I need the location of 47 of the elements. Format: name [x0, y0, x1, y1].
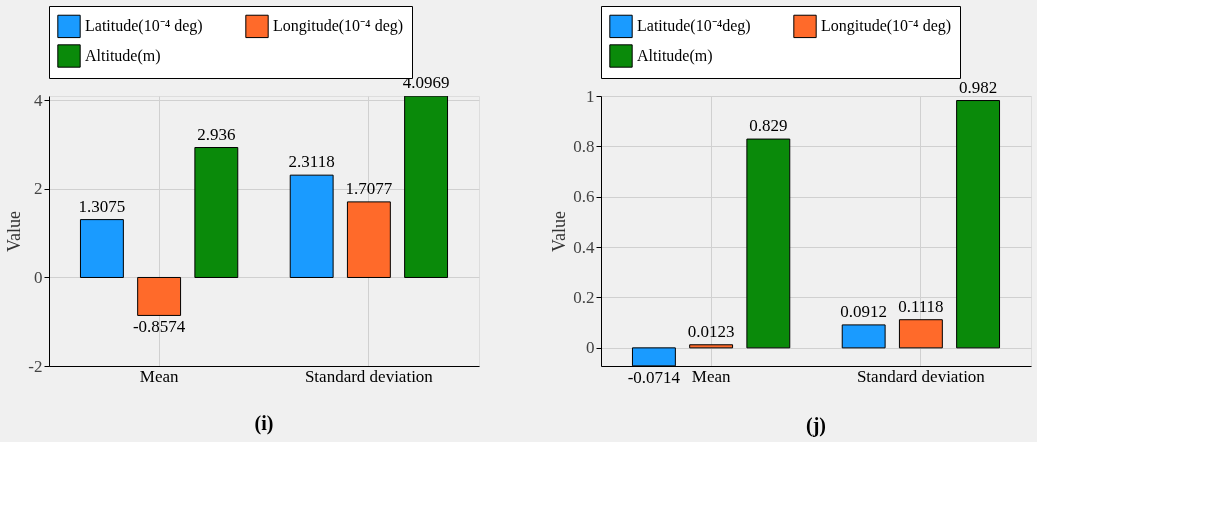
- x-tick-label: Mean: [139, 366, 179, 386]
- y-tick-label: -2: [28, 356, 43, 376]
- x-tick-label: Standard deviation: [304, 366, 434, 386]
- y-tick-label: 1: [586, 86, 595, 106]
- data-label: 4.0969: [402, 73, 450, 93]
- y-tick-label: 0: [34, 267, 43, 287]
- bar: [746, 138, 791, 349]
- legend-label: Longitude(10⁻⁴ deg): [821, 17, 952, 36]
- y-tick-label: 4: [34, 90, 43, 110]
- data-label: 2.3118: [288, 152, 335, 172]
- data-label: 1.7077: [345, 178, 393, 198]
- text: (j): [806, 413, 826, 437]
- y-tick-label: 0: [586, 338, 595, 358]
- bar: [841, 324, 886, 349]
- bar: [898, 319, 943, 349]
- y-tick-label: 0.2: [573, 287, 595, 307]
- bar: [194, 147, 239, 278]
- legend-label: Latitude(10⁻⁴deg): [637, 17, 751, 36]
- legend-label: Longitude(10⁻⁴ deg): [273, 17, 404, 36]
- data-label: 2.936: [197, 124, 236, 144]
- data-label: 0.829: [749, 116, 788, 136]
- bar: [79, 219, 124, 278]
- data-label: 0.0123: [687, 321, 735, 341]
- data-label: -0.0714: [627, 367, 681, 387]
- data-label: 0.982: [958, 77, 998, 97]
- y-axis-title: Value: [549, 211, 570, 252]
- x-tick-label: Mean: [691, 366, 731, 386]
- bar: [404, 96, 449, 278]
- bar: [689, 344, 734, 349]
- data-label: 0.1118: [898, 296, 944, 316]
- text: (i): [254, 412, 274, 435]
- legend-label: Latitude(10⁻⁴ deg): [85, 17, 203, 36]
- legend-label: Altitude(m): [85, 47, 161, 65]
- y-tick-label: 2: [34, 179, 43, 199]
- y-axis-title: Value: [4, 211, 25, 252]
- data-label: 1.3075: [78, 196, 126, 216]
- y-tick-label: 0.8: [573, 136, 595, 156]
- data-label: -0.8574: [132, 317, 186, 337]
- y-tick-label: 0.4: [573, 237, 595, 257]
- bar: [956, 100, 1001, 349]
- data-label: 0.0912: [840, 301, 888, 321]
- y-tick-label: 0.6: [573, 187, 595, 207]
- legend-label: Altitude(m): [637, 47, 713, 65]
- bar: [137, 276, 182, 316]
- bar: [346, 201, 391, 278]
- x-tick-label: Standard deviation: [856, 366, 986, 386]
- bar: [289, 174, 334, 278]
